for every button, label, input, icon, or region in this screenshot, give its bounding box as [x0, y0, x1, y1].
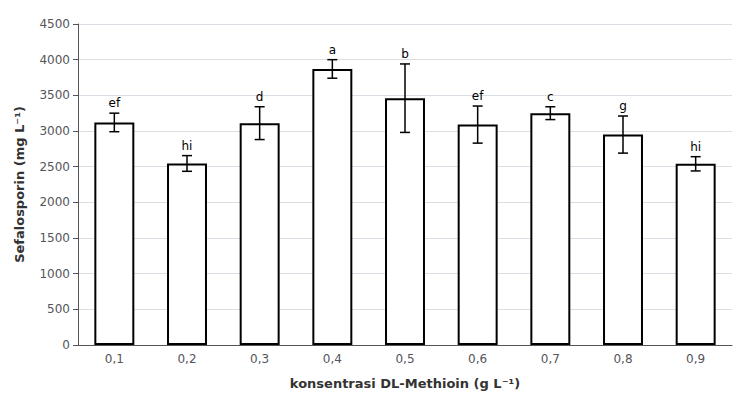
- svg-text:konsentrasi DL-Methioin (g L⁻¹: konsentrasi DL-Methioin (g L⁻¹): [290, 376, 520, 391]
- svg-text:a: a: [329, 43, 336, 57]
- svg-text:3500: 3500: [39, 88, 70, 102]
- svg-text:hi: hi: [182, 139, 193, 153]
- svg-text:d: d: [256, 90, 264, 104]
- svg-text:0,6: 0,6: [468, 352, 487, 366]
- svg-text:c: c: [547, 90, 554, 104]
- svg-text:2000: 2000: [39, 195, 70, 209]
- svg-text:2500: 2500: [39, 160, 70, 174]
- svg-text:0,2: 0,2: [177, 352, 196, 366]
- svg-text:0,1: 0,1: [105, 352, 124, 366]
- svg-text:ef: ef: [109, 96, 121, 110]
- svg-text:4000: 4000: [39, 53, 70, 67]
- svg-text:1000: 1000: [39, 267, 70, 281]
- svg-text:0,5: 0,5: [395, 352, 414, 366]
- svg-text:3000: 3000: [39, 124, 70, 138]
- svg-text:0,9: 0,9: [686, 352, 705, 366]
- svg-text:0,3: 0,3: [250, 352, 269, 366]
- svg-text:g: g: [619, 99, 627, 113]
- svg-text:hi: hi: [690, 140, 701, 154]
- svg-text:Sefalosporin (mg L⁻¹): Sefalosporin (mg L⁻¹): [12, 106, 27, 263]
- svg-text:0,4: 0,4: [323, 352, 342, 366]
- svg-text:500: 500: [47, 302, 70, 316]
- svg-text:0,7: 0,7: [541, 352, 560, 366]
- svg-text:4500: 4500: [39, 17, 70, 31]
- svg-text:0: 0: [62, 338, 70, 352]
- svg-text:b: b: [401, 47, 409, 61]
- svg-text:ef: ef: [472, 89, 484, 103]
- svg-text:1500: 1500: [39, 231, 70, 245]
- svg-text:0,8: 0,8: [613, 352, 632, 366]
